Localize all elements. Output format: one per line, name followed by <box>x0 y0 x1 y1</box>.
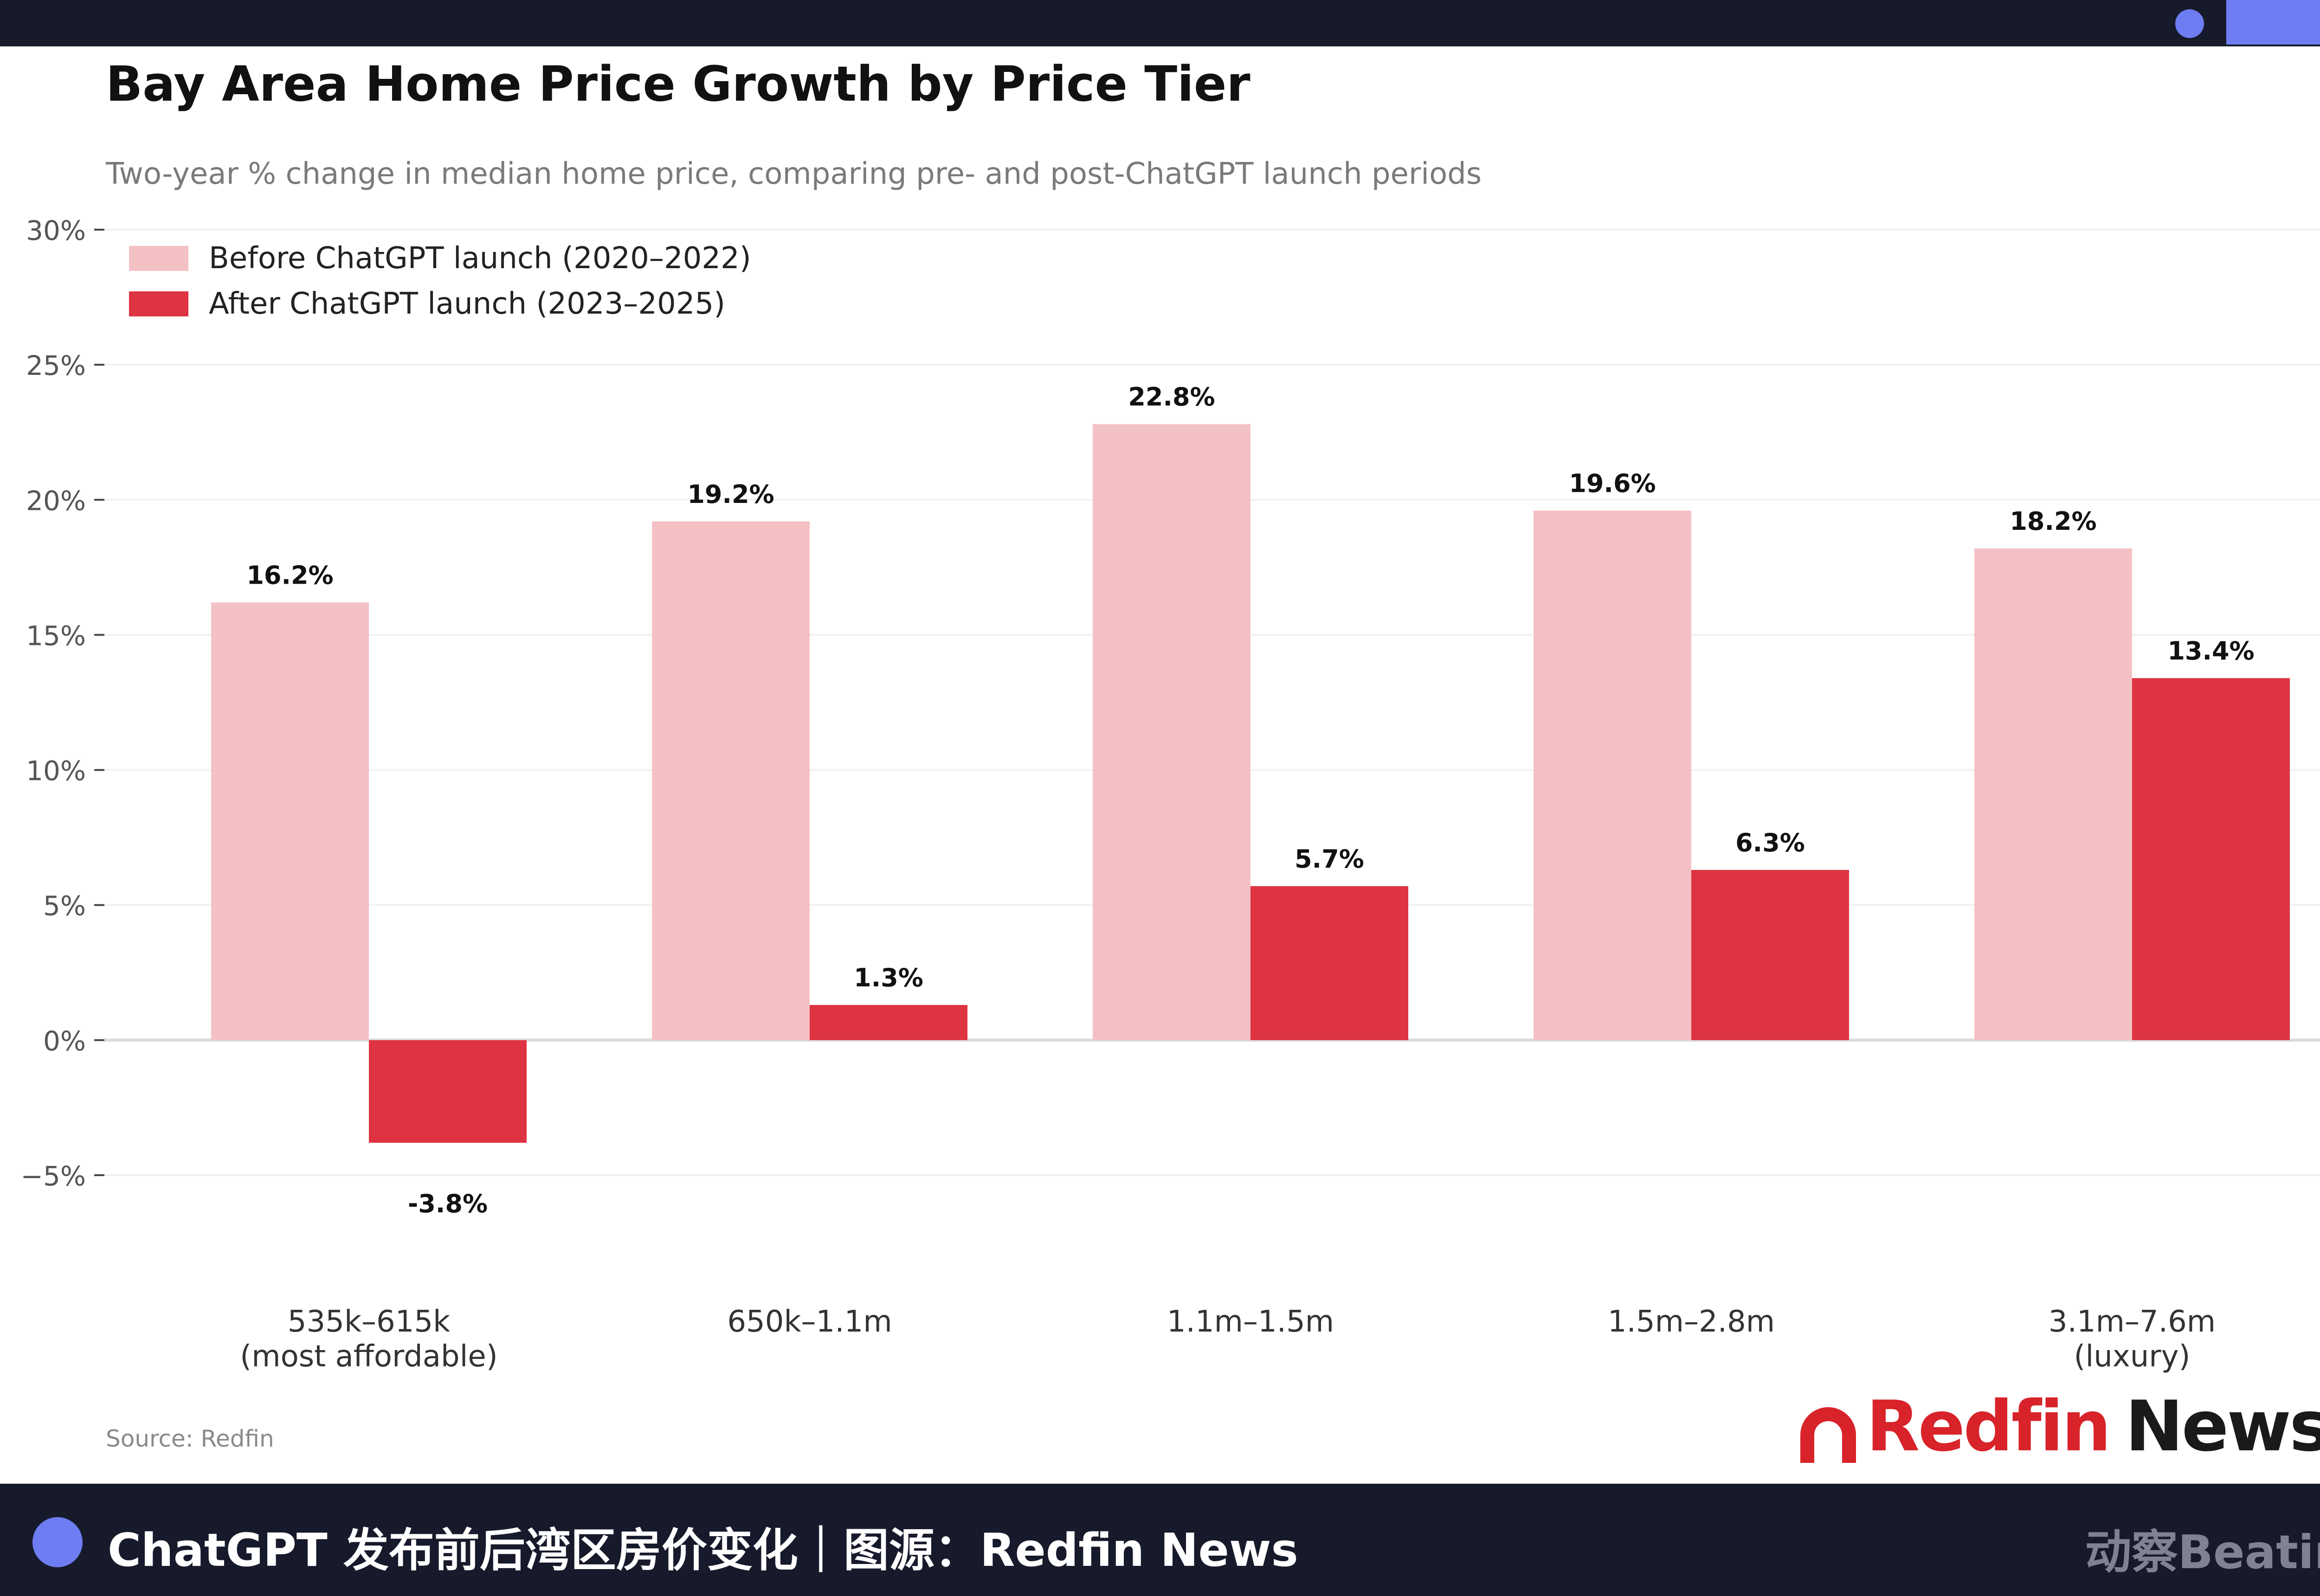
data-label: 13.4% <box>2167 637 2254 666</box>
data-label: 16.2% <box>246 561 333 590</box>
indicator-dot-icon <box>2175 9 2204 38</box>
top-bar <box>0 0 2320 46</box>
caption-text: ChatGPT 发布前后湾区房价变化｜图源：Redfin News <box>108 1524 1298 1577</box>
redfin-arch-icon <box>1800 1407 1856 1463</box>
bar-after <box>1691 870 1849 1040</box>
chart-title: Bay Area Home Price Growth by Price Tier <box>106 56 1250 112</box>
legend-swatch <box>129 246 188 271</box>
caption-bar: ChatGPT 发布前后湾区房价变化｜图源：Redfin News 动察Beat… <box>0 1484 2320 1596</box>
chart-subtitle: Two-year % change in median home price, … <box>106 157 1482 191</box>
y-tick-label: 5% <box>43 890 86 922</box>
x-tick-label: 3.1m–7.6m <box>2049 1305 2216 1339</box>
y-tick-label: −5% <box>20 1160 86 1192</box>
brand-name-dark: News <box>2125 1386 2320 1467</box>
legend-label: Before ChatGPT launch (2020–2022) <box>209 241 751 276</box>
x-tick-label: 1.5m–2.8m <box>1608 1305 1775 1339</box>
bar-before <box>1534 510 1691 1040</box>
bar-after <box>2132 678 2290 1040</box>
y-tick-label: 30% <box>26 215 86 246</box>
data-label: 1.3% <box>854 963 923 992</box>
bar-after <box>369 1040 527 1143</box>
y-tick-label: 15% <box>26 620 86 651</box>
x-tick-label: 650k–1.1m <box>727 1305 892 1339</box>
data-label: 19.2% <box>687 480 774 509</box>
y-tick-label: 20% <box>26 485 86 516</box>
top-accent-tab <box>2226 0 2320 45</box>
x-tick-label: 1.1m–1.5m <box>1167 1305 1334 1339</box>
bar-before <box>652 521 810 1040</box>
beating-watermark: 动察Beating <box>2085 1525 2320 1579</box>
redfin-news-logo: Redfin News <box>1800 1386 2320 1467</box>
bar-before <box>1093 424 1250 1040</box>
bar-before <box>211 602 369 1040</box>
y-tick-label: 25% <box>26 350 86 381</box>
y-tick-label: 10% <box>26 755 86 787</box>
legend-swatch <box>129 291 188 316</box>
legend-label: After ChatGPT launch (2023–2025) <box>209 287 725 321</box>
brand-name-red: Redfin <box>1866 1386 2111 1467</box>
data-label: 18.2% <box>2010 507 2096 536</box>
x-tick-label: (most affordable) <box>240 1339 498 1374</box>
x-tick-label: 535k–615k <box>288 1305 450 1339</box>
source-note: Source: Redfin <box>106 1425 274 1452</box>
data-label: 22.8% <box>1128 382 1215 412</box>
y-tick-label: 0% <box>43 1025 86 1057</box>
data-label: 5.7% <box>1295 844 1364 874</box>
data-label: 6.3% <box>1735 828 1805 857</box>
data-label: 19.6% <box>1569 469 1656 498</box>
x-tick-label: (luxury) <box>2074 1339 2191 1374</box>
bar-chart: 30% 25% 20% 15% 10% 5% 0% −5% 16.2% -3.8% 535k–615… <box>20 215 2320 1374</box>
caption-dot-icon <box>32 1517 83 1567</box>
bar-before <box>1974 548 2132 1040</box>
data-label: -3.8% <box>408 1189 488 1218</box>
bar-after <box>1250 886 1408 1040</box>
bar-after <box>810 1005 967 1040</box>
